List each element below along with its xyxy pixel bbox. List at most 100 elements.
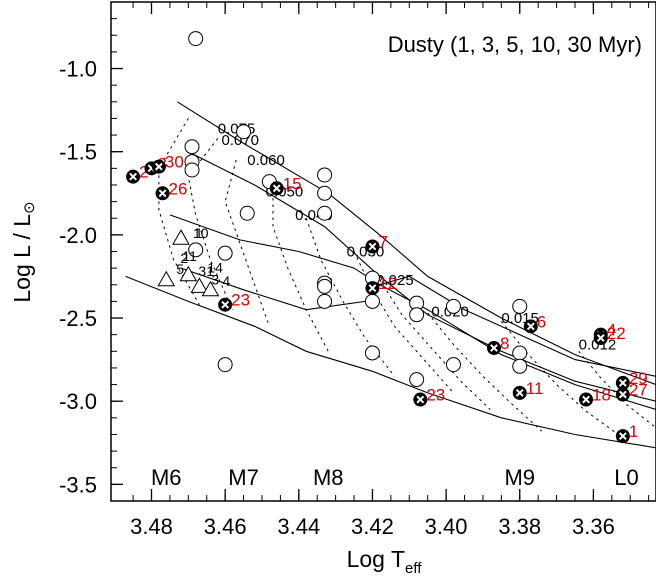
mass-track-line (379, 279, 491, 410)
source-label: 27 (629, 381, 648, 400)
y-tick-label: -2.5 (59, 306, 97, 331)
x-axis-label: Log Teff (347, 546, 423, 577)
open-circle-point (409, 372, 425, 388)
x-tick-label: 3.40 (425, 514, 468, 539)
source-label: 7 (378, 233, 387, 252)
open-circle-point (364, 293, 380, 309)
triangle-point (179, 265, 198, 282)
chart-title: Dusty (1, 3, 5, 10, 30 Myr) (388, 32, 642, 57)
open-circle-point (236, 124, 252, 140)
source-cross (596, 334, 605, 342)
spectral-type-labels: M6 M7 M8 M9 L0 (151, 465, 639, 490)
source-cross (515, 388, 524, 397)
open-circle-point (409, 307, 425, 323)
spectral-type-label: M7 (228, 465, 259, 490)
mass-track-line (500, 321, 624, 439)
isochrone-line (188, 151, 656, 402)
isochrones (125, 101, 656, 449)
mass-track-line (427, 312, 543, 432)
open-circle-point (512, 298, 528, 314)
mass-label: 31 (198, 263, 214, 279)
mass-label: 2 (180, 250, 188, 266)
source-label: 26 (169, 179, 188, 198)
y-tick-label: -1.5 (59, 140, 97, 165)
mass-track-label: 0.060 (247, 152, 285, 169)
y-tick-label: -1.0 (59, 57, 97, 82)
open-circle-point (445, 298, 461, 314)
source-cross (368, 284, 377, 293)
open-circle-point (512, 345, 528, 361)
x-tick-label: 3.46 (204, 514, 247, 539)
source-cross (618, 378, 627, 387)
triangle-point (157, 270, 176, 287)
mass-label: 11 (182, 248, 197, 264)
x-tick-label: 3.44 (277, 514, 320, 539)
open-circle-point (317, 278, 333, 294)
spectral-type-label: M9 (504, 465, 535, 490)
spectral-type-label: M6 (151, 465, 182, 490)
spectral-type-label: M8 (313, 465, 344, 490)
source-label: 11 (526, 379, 544, 398)
source-label: 8 (500, 334, 509, 353)
axis-ticks: 3.48 3.46 3.44 3.42 3.40 3.38 3.36 -1.0 -1.5 -2.0… (59, 2, 650, 539)
isochrone-line (180, 267, 656, 377)
open-circle-point (239, 205, 255, 221)
mass-track-label: 0.025 (376, 272, 414, 289)
open-circle-point (317, 167, 333, 183)
source-label: 23 (231, 291, 250, 310)
source-cross (582, 395, 590, 404)
mass-track-line (158, 118, 200, 305)
source-label: 4 (607, 321, 616, 340)
x-tick-label: 3.38 (498, 514, 541, 539)
source-cross (416, 395, 425, 404)
source-label: 23 (426, 386, 445, 405)
open-circle-point (512, 358, 528, 374)
open-circle-point (317, 185, 333, 201)
open-circle-point (184, 162, 200, 178)
mass-label: 5 (176, 261, 184, 277)
y-tick-label: -3.5 (59, 472, 97, 497)
open-circle-point (217, 245, 233, 261)
open-circle-point (217, 357, 233, 373)
source-cross (618, 390, 627, 399)
triangle-point (201, 280, 220, 297)
source-label: 6 (537, 312, 546, 331)
mass-label: 14 (207, 259, 223, 275)
source-cross (129, 172, 138, 181)
open-circle-point (445, 357, 461, 373)
triangle-point (190, 277, 209, 293)
source-cross (158, 189, 167, 198)
data-points: 1234510111431123467811121518222323262729… (126, 31, 648, 444)
mass-tracks: 0.0750.0700.0600.0500.0400.0300.0250.020… (158, 118, 656, 439)
y-axis-label: Log L / L⊙ (9, 201, 38, 302)
spectral-type-label: L0 (614, 465, 638, 490)
source-cross (618, 432, 627, 441)
source-cross (154, 162, 163, 171)
mass-label: 1 (195, 225, 203, 241)
source-label: 18 (592, 386, 611, 405)
open-circle-point (188, 31, 204, 47)
mass-label: 3 (211, 271, 219, 287)
source-label: 12 (378, 274, 397, 293)
mass-track-line (272, 185, 329, 352)
isochrone-line (125, 275, 656, 449)
open-circle-point (317, 293, 333, 309)
isochrone-line (177, 101, 656, 386)
source-label: 29 (629, 369, 648, 388)
open-circle-point (188, 242, 204, 258)
source-label: 30 (165, 153, 184, 172)
source-cross (221, 300, 230, 309)
source-cross (526, 322, 535, 331)
x-tick-label: 3.48 (130, 514, 173, 539)
mass-track-label: 0.070 (221, 132, 259, 149)
open-circle-point (364, 345, 380, 361)
source-label: 15 (283, 174, 302, 193)
mass-label: 10 (193, 225, 209, 241)
source-cross (490, 344, 498, 352)
source-cross (272, 184, 281, 193)
triangle-point (172, 229, 190, 245)
source-label: 2 (139, 163, 148, 182)
source-cross (368, 242, 377, 251)
source-label: 22 (607, 324, 626, 343)
